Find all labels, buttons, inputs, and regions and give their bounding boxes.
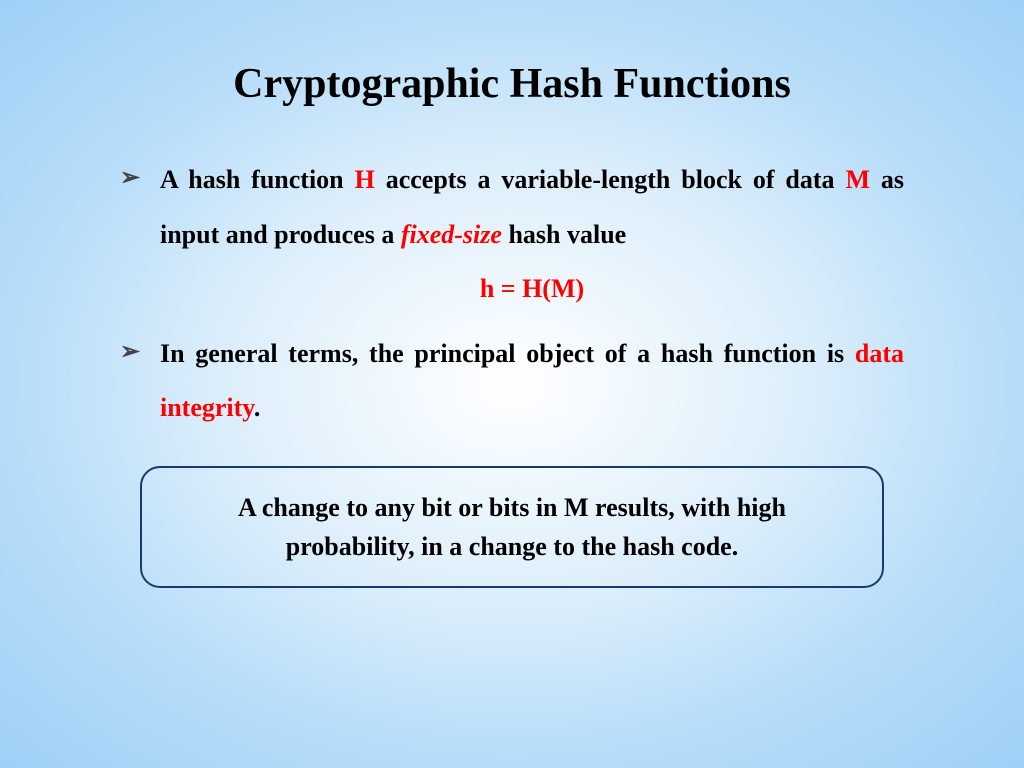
b1-M: M (845, 165, 870, 194)
slide-container: Cryptographic Hash Functions A hash func… (0, 0, 1024, 768)
b2-text-2: . (254, 393, 261, 422)
slide-title: Cryptographic Hash Functions (100, 60, 924, 108)
bullet-list: A hash function H accepts a variable-len… (120, 153, 904, 436)
b1-fixed: fixed-size (401, 220, 502, 249)
b1-text-4: hash value (502, 220, 626, 249)
bullet-2: In general terms, the principal object o… (120, 327, 904, 436)
b1-text-2: accepts a variable-length block of data (375, 165, 846, 194)
callout-box: A change to any bit or bits in M results… (140, 466, 884, 588)
b2-text-1: In general terms, the principal object o… (160, 339, 855, 368)
hash-formula: h = H(M) (160, 262, 904, 317)
bullet-1: A hash function H accepts a variable-len… (120, 153, 904, 317)
b1-text-1: A hash function (160, 165, 355, 194)
b1-H: H (355, 165, 375, 194)
